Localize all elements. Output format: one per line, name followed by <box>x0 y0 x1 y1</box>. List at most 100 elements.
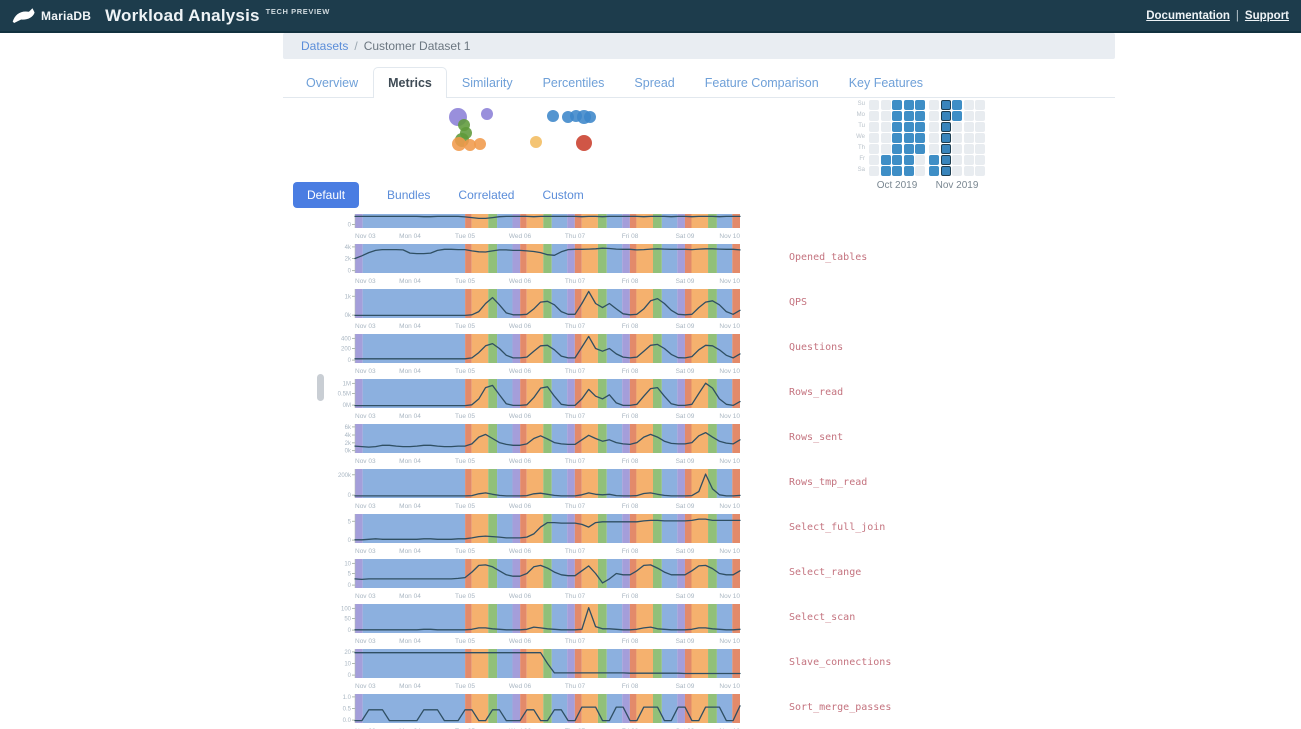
filter-bundles-button[interactable]: Bundles <box>387 188 431 202</box>
calendar-day[interactable] <box>880 100 891 110</box>
calendar-day-active[interactable] <box>952 111 962 121</box>
metric-label-qps[interactable]: QPS <box>789 297 808 308</box>
calendar-day-active[interactable] <box>952 100 962 110</box>
calendar-day-active[interactable] <box>915 111 925 121</box>
calendar-day[interactable] <box>963 144 974 154</box>
calendar-day[interactable] <box>975 100 985 110</box>
calendar-day[interactable] <box>929 100 939 110</box>
mariadb-brand[interactable]: MariaDB <box>12 7 91 25</box>
calendar-day-active[interactable] <box>915 100 925 110</box>
breadcrumb-datasets-link[interactable]: Datasets <box>301 39 349 53</box>
calendar-day-active[interactable] <box>892 100 902 110</box>
calendar-day[interactable] <box>952 122 962 132</box>
calendar-day-selected[interactable] <box>940 133 951 143</box>
calendar-day[interactable] <box>952 166 962 176</box>
calendar-day-active[interactable] <box>915 144 925 154</box>
metric-chart-rows_read[interactable]: 1M 0.5M 0M Nov 03 Mon 04 Tue 05 Wed 06 Thu 07 Fr… <box>337 379 757 421</box>
metric-label-select_range[interactable]: Select_range <box>789 567 862 578</box>
tab-similarity[interactable]: Similarity <box>461 76 513 90</box>
calendar-day-active[interactable] <box>892 144 902 154</box>
calendar-day[interactable] <box>929 111 939 121</box>
calendar-day-selected[interactable] <box>940 166 951 176</box>
calendar-day[interactable] <box>929 144 939 154</box>
calendar-day[interactable] <box>880 133 891 143</box>
calendar-day[interactable] <box>963 111 974 121</box>
calendar-day-active[interactable] <box>880 155 891 165</box>
metric-label-slave_connections[interactable]: Slave_connections <box>789 657 892 668</box>
metric-label-select_full_join[interactable]: Select_full_join <box>789 522 886 533</box>
calendar-day[interactable] <box>975 144 985 154</box>
metric-label-questions[interactable]: Questions <box>789 342 844 353</box>
cluster-blue-dot[interactable] <box>584 111 596 123</box>
metric-label-sort_merge_passes[interactable]: Sort_merge_passes <box>789 702 892 713</box>
calendar-day[interactable] <box>915 166 925 176</box>
cluster-orange-dot[interactable] <box>474 138 486 150</box>
calendar-day[interactable] <box>869 155 879 165</box>
calendar-day-active[interactable] <box>929 166 939 176</box>
calendar-day[interactable] <box>915 155 925 165</box>
metric-label-rows_tmp_read[interactable]: Rows_tmp_read <box>789 477 868 488</box>
calendar-day[interactable] <box>869 100 879 110</box>
tab-key-features[interactable]: Key Features <box>848 76 924 90</box>
calendar-day[interactable] <box>975 166 985 176</box>
cluster-purple-dot[interactable] <box>481 108 493 120</box>
calendar-day-selected[interactable] <box>940 144 951 154</box>
calendar-day[interactable] <box>952 133 962 143</box>
calendar-day-active[interactable] <box>892 133 902 143</box>
calendar-day[interactable] <box>952 144 962 154</box>
calendar-day[interactable] <box>880 111 891 121</box>
calendar-day-selected[interactable] <box>940 122 951 132</box>
calendar-day[interactable] <box>963 166 974 176</box>
calendar-day[interactable] <box>880 144 891 154</box>
calendar-day-active[interactable] <box>903 155 914 165</box>
calendar-day[interactable] <box>952 155 962 165</box>
calendar-day-active[interactable] <box>892 122 902 132</box>
metric-label-opened_tables[interactable]: Opened_tables <box>789 252 868 263</box>
calendar-day-active[interactable] <box>915 122 925 132</box>
cluster-orange-dot[interactable] <box>464 139 476 151</box>
calendar-day-active[interactable] <box>892 166 902 176</box>
calendar-day[interactable] <box>869 122 879 132</box>
cluster-orange-dot[interactable] <box>452 137 466 151</box>
calendar-day-selected[interactable] <box>940 111 951 121</box>
tab-spread[interactable]: Spread <box>634 76 675 90</box>
calendar-day[interactable] <box>869 111 879 121</box>
calendar-day-active[interactable] <box>903 166 914 176</box>
calendar-day[interactable] <box>929 133 939 143</box>
tab-percentiles[interactable]: Percentiles <box>542 76 605 90</box>
calendar-day-active[interactable] <box>892 111 902 121</box>
calendar-day-active[interactable] <box>892 155 902 165</box>
calendar-day-selected[interactable] <box>940 155 951 165</box>
calendar-day[interactable] <box>963 155 974 165</box>
calendar-day-active[interactable] <box>929 155 939 165</box>
calendar-day[interactable] <box>975 133 985 143</box>
tab-feature-comparison[interactable]: Feature Comparison <box>704 76 819 90</box>
calendar-day[interactable] <box>869 133 879 143</box>
calendar-day[interactable] <box>869 166 879 176</box>
calendar-day-active[interactable] <box>903 100 914 110</box>
calendar-day-active[interactable] <box>880 166 891 176</box>
calendar-day[interactable] <box>880 122 891 132</box>
calendar-day[interactable] <box>975 155 985 165</box>
calendar-day-active[interactable] <box>903 144 914 154</box>
cluster-orange-light-dot[interactable] <box>530 136 542 148</box>
support-link[interactable]: Support <box>1244 9 1289 22</box>
calendar-day[interactable] <box>963 100 974 110</box>
chart-list-scrollbar[interactable] <box>317 374 324 401</box>
calendar-day[interactable] <box>869 144 879 154</box>
metric-label-rows_read[interactable]: Rows_read <box>789 387 844 398</box>
calendar-day[interactable] <box>975 111 985 121</box>
calendar-day[interactable] <box>929 122 939 132</box>
calendar-day[interactable] <box>975 122 985 132</box>
